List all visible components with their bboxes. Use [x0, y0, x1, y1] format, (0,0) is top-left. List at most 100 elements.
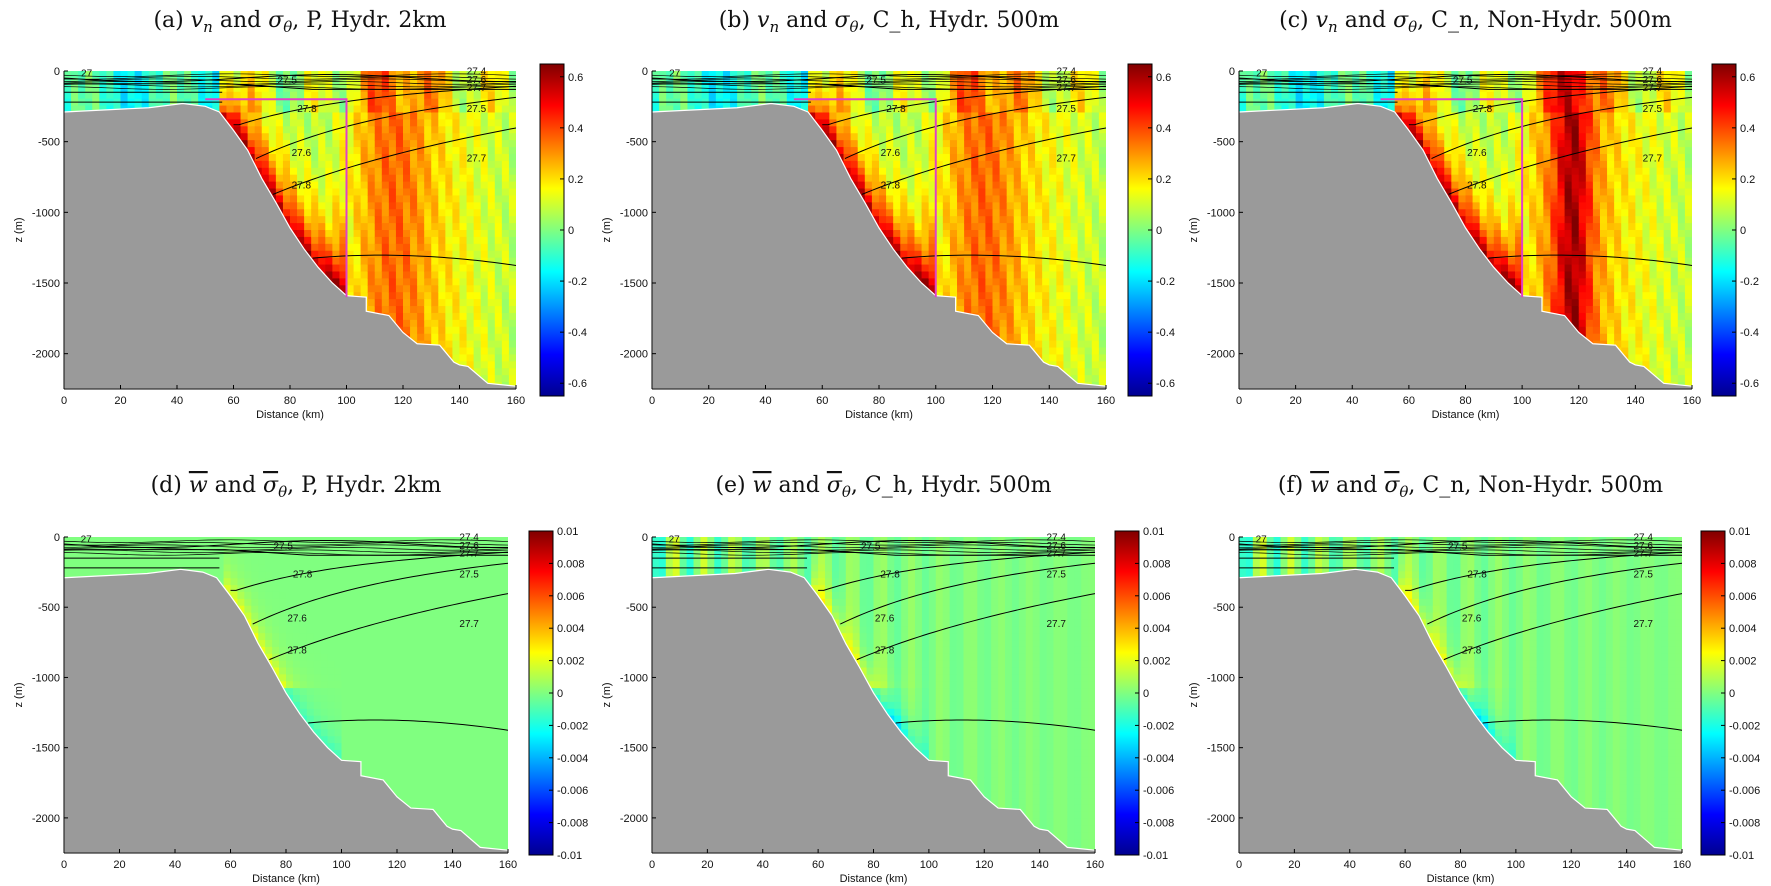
heatmap-cell	[424, 299, 432, 307]
heatmap-cell	[694, 84, 703, 93]
heatmap-cell	[487, 292, 496, 300]
heatmap-cell	[900, 91, 908, 100]
x-tick-label: 140	[450, 395, 468, 407]
heatmap-cell	[424, 98, 432, 107]
heatmap-cell	[487, 340, 496, 349]
heatmap-cell	[353, 243, 362, 252]
heatmap-cell	[452, 112, 461, 120]
heatmap-cell	[480, 319, 489, 328]
heatmap-cell	[879, 160, 887, 169]
heatmap-cell	[360, 216, 369, 224]
heatmap-cell	[325, 230, 333, 238]
heatmap-cell	[268, 181, 277, 190]
heatmap-cell	[459, 160, 468, 169]
heatmap-cell	[318, 167, 326, 176]
heatmap-cell	[431, 188, 439, 197]
heatmap-cell	[680, 105, 689, 114]
heatmap-cell	[900, 167, 908, 176]
heatmap-cell	[403, 326, 411, 335]
heatmap-cell	[857, 160, 866, 169]
heatmap-cell	[907, 174, 916, 183]
heatmap-cell	[99, 71, 107, 79]
heatmap-cell	[367, 299, 376, 307]
heatmap-field	[64, 71, 516, 389]
heatmap-cell	[445, 299, 454, 307]
heatmap-cell	[410, 202, 418, 210]
heatmap-cell	[339, 202, 348, 210]
heatmap-cell	[374, 188, 383, 197]
heatmap-cell	[431, 112, 439, 120]
heatmap-cell	[687, 84, 696, 93]
heatmap-cell	[452, 278, 461, 286]
heatmap-cell	[793, 77, 802, 86]
heatmap-cell	[360, 181, 369, 190]
heatmap-cell	[928, 174, 937, 183]
heatmap-cell	[346, 264, 355, 273]
heatmap-cell	[942, 140, 951, 148]
heatmap-cell	[177, 91, 185, 100]
heatmap-cell	[388, 160, 397, 169]
heatmap-cell	[339, 278, 348, 286]
heatmap-cell	[438, 160, 446, 169]
heatmap-cell	[367, 209, 376, 217]
heatmap-cell	[928, 257, 937, 266]
heatmap-cell	[445, 230, 454, 238]
heatmap-cell	[304, 243, 312, 252]
heatmap-cell	[473, 326, 482, 335]
heatmap-cell	[452, 202, 461, 210]
heatmap-cell	[487, 140, 496, 148]
heatmap-cell	[900, 147, 908, 155]
heatmap-cell	[353, 195, 362, 203]
heatmap-cell	[871, 167, 880, 176]
heatmap-cell	[466, 195, 475, 203]
heatmap-cell	[857, 98, 866, 107]
heatmap-cell	[487, 375, 496, 383]
heatmap-cell	[410, 209, 418, 217]
heatmap-cell	[466, 361, 475, 369]
heatmap-cell	[381, 71, 390, 79]
heatmap-cell	[508, 368, 516, 376]
heatmap-cell	[914, 133, 923, 141]
heatmap-cell	[395, 292, 404, 300]
heatmap-cell	[374, 147, 383, 155]
heatmap-cell	[318, 250, 326, 259]
heatmap-cell	[318, 174, 326, 183]
heatmap-cell	[815, 71, 823, 79]
heatmap-cell	[886, 174, 894, 183]
heatmap-cell	[914, 84, 923, 93]
heatmap-cell	[360, 105, 369, 114]
heatmap-cell	[914, 174, 923, 183]
heatmap-cell	[438, 306, 446, 314]
heatmap-cell	[730, 91, 738, 100]
heatmap-cell	[928, 105, 937, 114]
heatmap-cell	[928, 243, 937, 252]
heatmap-cell	[673, 105, 681, 114]
heatmap-cell	[297, 181, 305, 190]
heatmap-cell	[871, 195, 880, 203]
heatmap-cell	[501, 195, 510, 203]
heatmap-cell	[417, 167, 425, 176]
colorbar-tick-label: -0.2	[568, 276, 587, 288]
heatmap-cell	[339, 112, 348, 120]
heatmap-cell	[864, 167, 873, 176]
heatmap-cell	[501, 167, 510, 176]
heatmap-cell	[928, 264, 937, 273]
heatmap-cell	[332, 216, 341, 224]
heatmap-cell	[715, 91, 724, 100]
heatmap-cell	[106, 71, 115, 79]
heatmap-cell	[290, 91, 298, 100]
heatmap-cell	[297, 140, 305, 148]
heatmap-cell	[417, 174, 425, 183]
heatmap-cell	[445, 188, 454, 197]
heatmap-cell	[452, 147, 461, 155]
heatmap-cell	[928, 250, 937, 259]
heatmap-cell	[240, 126, 249, 134]
heatmap-cell	[459, 119, 468, 127]
heatmap-cell	[473, 167, 482, 176]
heatmap-cell	[290, 133, 298, 141]
heatmap-cell	[268, 188, 277, 197]
heatmap-cell	[417, 312, 425, 321]
heatmap-cell	[424, 71, 432, 79]
heatmap-cell	[494, 140, 503, 148]
heatmap-cell	[850, 105, 859, 114]
